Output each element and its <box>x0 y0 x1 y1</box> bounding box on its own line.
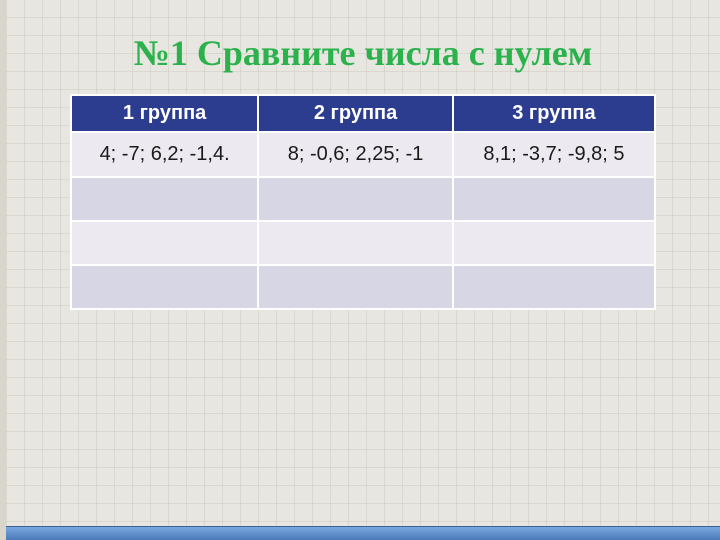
cell-r2c1 <box>258 221 453 265</box>
table-row <box>71 221 655 265</box>
data-table: 1 группа 2 группа 3 группа 4; -7; 6,2; -… <box>70 94 656 310</box>
cell-r3c0 <box>71 265 258 309</box>
col-header-2: 2 группа <box>258 95 453 132</box>
cell-r3c1 <box>258 265 453 309</box>
table-row <box>71 265 655 309</box>
cell-r2c0 <box>71 221 258 265</box>
cell-r0c2: 8,1; -3,7; -9,8; 5 <box>453 132 655 177</box>
table-header-row: 1 группа 2 группа 3 группа <box>71 95 655 132</box>
col-header-3: 3 группа <box>453 95 655 132</box>
table-container: 1 группа 2 группа 3 группа 4; -7; 6,2; -… <box>6 94 720 310</box>
table-row <box>71 177 655 221</box>
table-row: 4; -7; 6,2; -1,4. 8; -0,6; 2,25; -1 8,1;… <box>71 132 655 177</box>
cell-r2c2 <box>453 221 655 265</box>
cell-r3c2 <box>453 265 655 309</box>
page-title: №1 Сравните числа с нулем <box>6 0 720 94</box>
cell-r0c0: 4; -7; 6,2; -1,4. <box>71 132 258 177</box>
cell-r1c2 <box>453 177 655 221</box>
cell-r0c1: 8; -0,6; 2,25; -1 <box>258 132 453 177</box>
slide: №1 Сравните числа с нулем 1 группа 2 гру… <box>0 0 720 540</box>
cell-r1c1 <box>258 177 453 221</box>
footer-bar <box>6 526 720 540</box>
col-header-1: 1 группа <box>71 95 258 132</box>
cell-r1c0 <box>71 177 258 221</box>
